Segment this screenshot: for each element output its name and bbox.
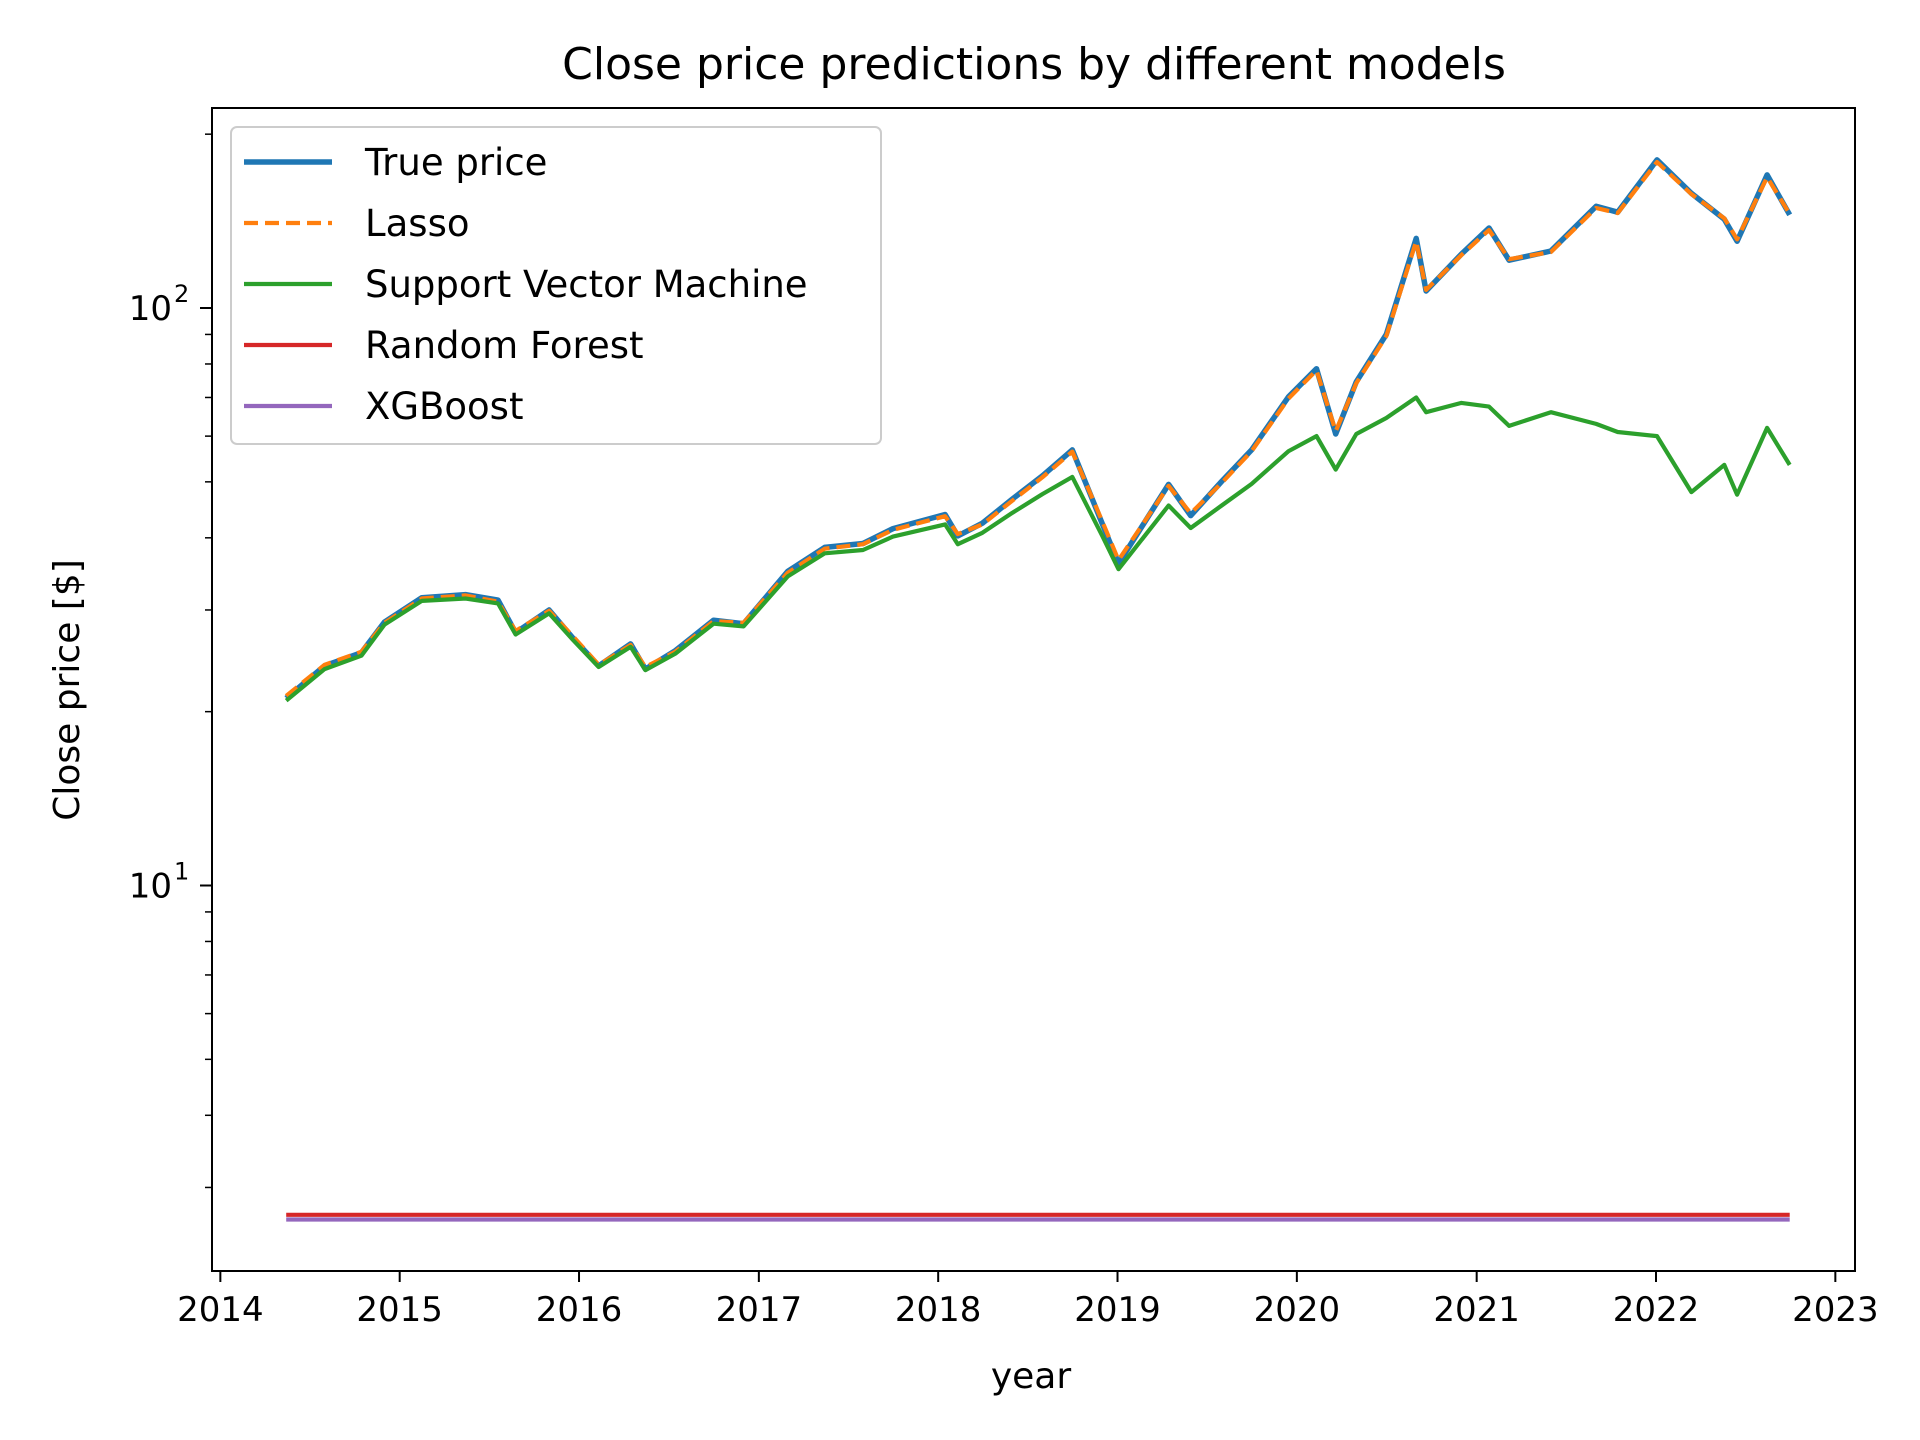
x-axis-label: year (991, 1356, 1072, 1397)
x-tick-label: 2021 (1433, 1290, 1520, 1330)
chart-title: Close price predictions by different mod… (562, 39, 1506, 90)
plot-frame (211, 107, 1856, 1272)
series-line-support-vector-machine (284, 395, 1792, 703)
legend-label: XGBoost (365, 385, 523, 428)
legend-box (230, 126, 882, 445)
x-tick-label: 2023 (1792, 1290, 1879, 1330)
legend-label: Lasso (365, 202, 469, 245)
x-tick-label: 2017 (716, 1290, 803, 1330)
x-tick-label: 2019 (1074, 1290, 1161, 1330)
y-tick-label: 10 (129, 289, 172, 329)
legend: True price Lasso Support Vector Machine Ran… (230, 126, 882, 445)
y-axis-label: Close price [$] (47, 559, 88, 821)
x-tick-label: 2022 (1613, 1290, 1700, 1330)
x-tick-label: 2016 (536, 1290, 623, 1330)
y-tick-exponent: 2 (174, 280, 189, 308)
y-tick-exponent: 1 (174, 857, 189, 885)
legend-label: True price (364, 141, 547, 184)
legend-label: Random Forest (365, 324, 644, 367)
series-layer (284, 157, 1793, 1222)
series-line-lasso (284, 159, 1792, 698)
y-tick-label: 10 (129, 866, 172, 906)
x-axis: 2014 2015 2016 2017 2018 2019 2020 2021 2022 2023 (177, 1271, 1879, 1330)
x-tick-label: 2018 (895, 1290, 982, 1330)
x-tick-label: 2020 (1254, 1290, 1341, 1330)
x-tick-label: 2014 (177, 1290, 264, 1330)
x-tick-label: 2015 (356, 1290, 443, 1330)
legend-label: Support Vector Machine (365, 263, 808, 306)
